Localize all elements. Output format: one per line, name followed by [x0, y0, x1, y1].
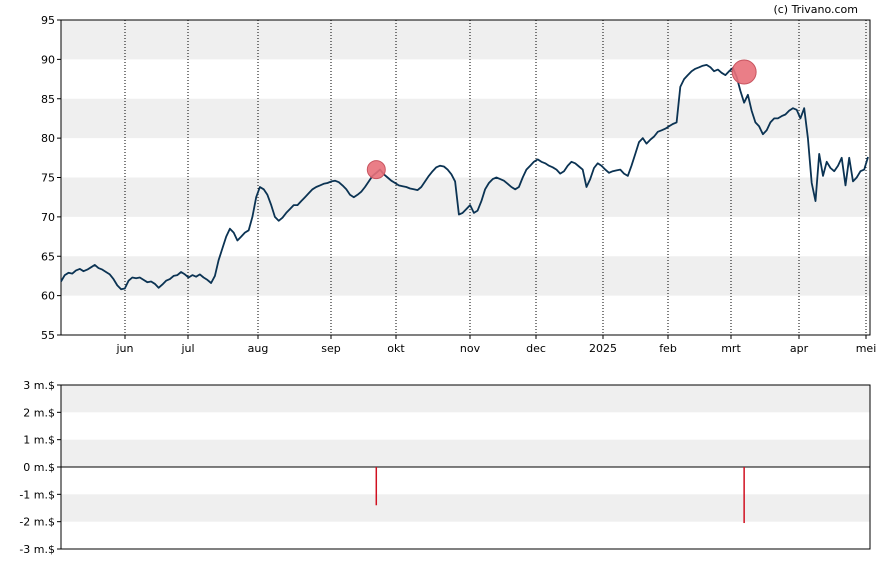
x-tick-label: dec	[526, 342, 546, 355]
x-tick-label: apr	[790, 342, 809, 355]
x-tick-label: okt	[387, 342, 405, 355]
y-tick-label: 70	[41, 211, 55, 224]
y-tick-label: 90	[41, 53, 55, 66]
x-tick-label: feb	[659, 342, 677, 355]
grid-band	[61, 494, 870, 522]
x-tick-label: mei	[856, 342, 877, 355]
x-tick-label: 2025	[589, 342, 617, 355]
x-tick-label: nov	[460, 342, 481, 355]
y-tick-label: 55	[41, 329, 55, 342]
y-tick-label: 65	[41, 250, 55, 263]
event-marker	[366, 160, 386, 180]
grid-band	[61, 20, 870, 60]
event-marker	[731, 59, 757, 85]
grid-band	[61, 256, 870, 296]
x-tick-label: jul	[180, 342, 194, 355]
y-tick-label: -2 m.$	[19, 516, 55, 529]
grid-band	[61, 439, 870, 467]
grid-band	[61, 385, 870, 413]
price-chart: 55 60 65 70 75 80 85 90 95 jun jul aug sep okt nov dec 2…	[41, 14, 876, 355]
x-tick-label: mrt	[721, 342, 741, 355]
price-line	[60, 64, 869, 291]
y-tick-label: -3 m.$	[19, 543, 55, 556]
y-tick-label: 1 m.$	[23, 434, 55, 447]
y-tick-label: 3 m.$	[23, 379, 55, 392]
watermark: (c) Trivano.com	[773, 3, 858, 16]
y-tick-label: 0 m.$	[23, 461, 55, 474]
y-tick-label: 95	[41, 14, 55, 27]
x-tick-label: sep	[321, 342, 340, 355]
grid-band	[61, 98, 870, 139]
y-tick-label: 2 m.$	[23, 406, 55, 419]
y-tick-label: 60	[41, 290, 55, 303]
y-tick-label: 85	[41, 93, 55, 106]
x-tick-label: aug	[248, 342, 269, 355]
volume-chart: 3 m.$ 2 m.$ 1 m.$ 0 m.$ -1 m.$ -2 m.$ -3 m.$	[19, 379, 871, 556]
y-tick-label: -1 m.$	[19, 488, 55, 501]
y-tick-label: 80	[41, 132, 55, 145]
y-tick-label: 75	[41, 172, 55, 185]
x-tick-label: jun	[116, 342, 134, 355]
